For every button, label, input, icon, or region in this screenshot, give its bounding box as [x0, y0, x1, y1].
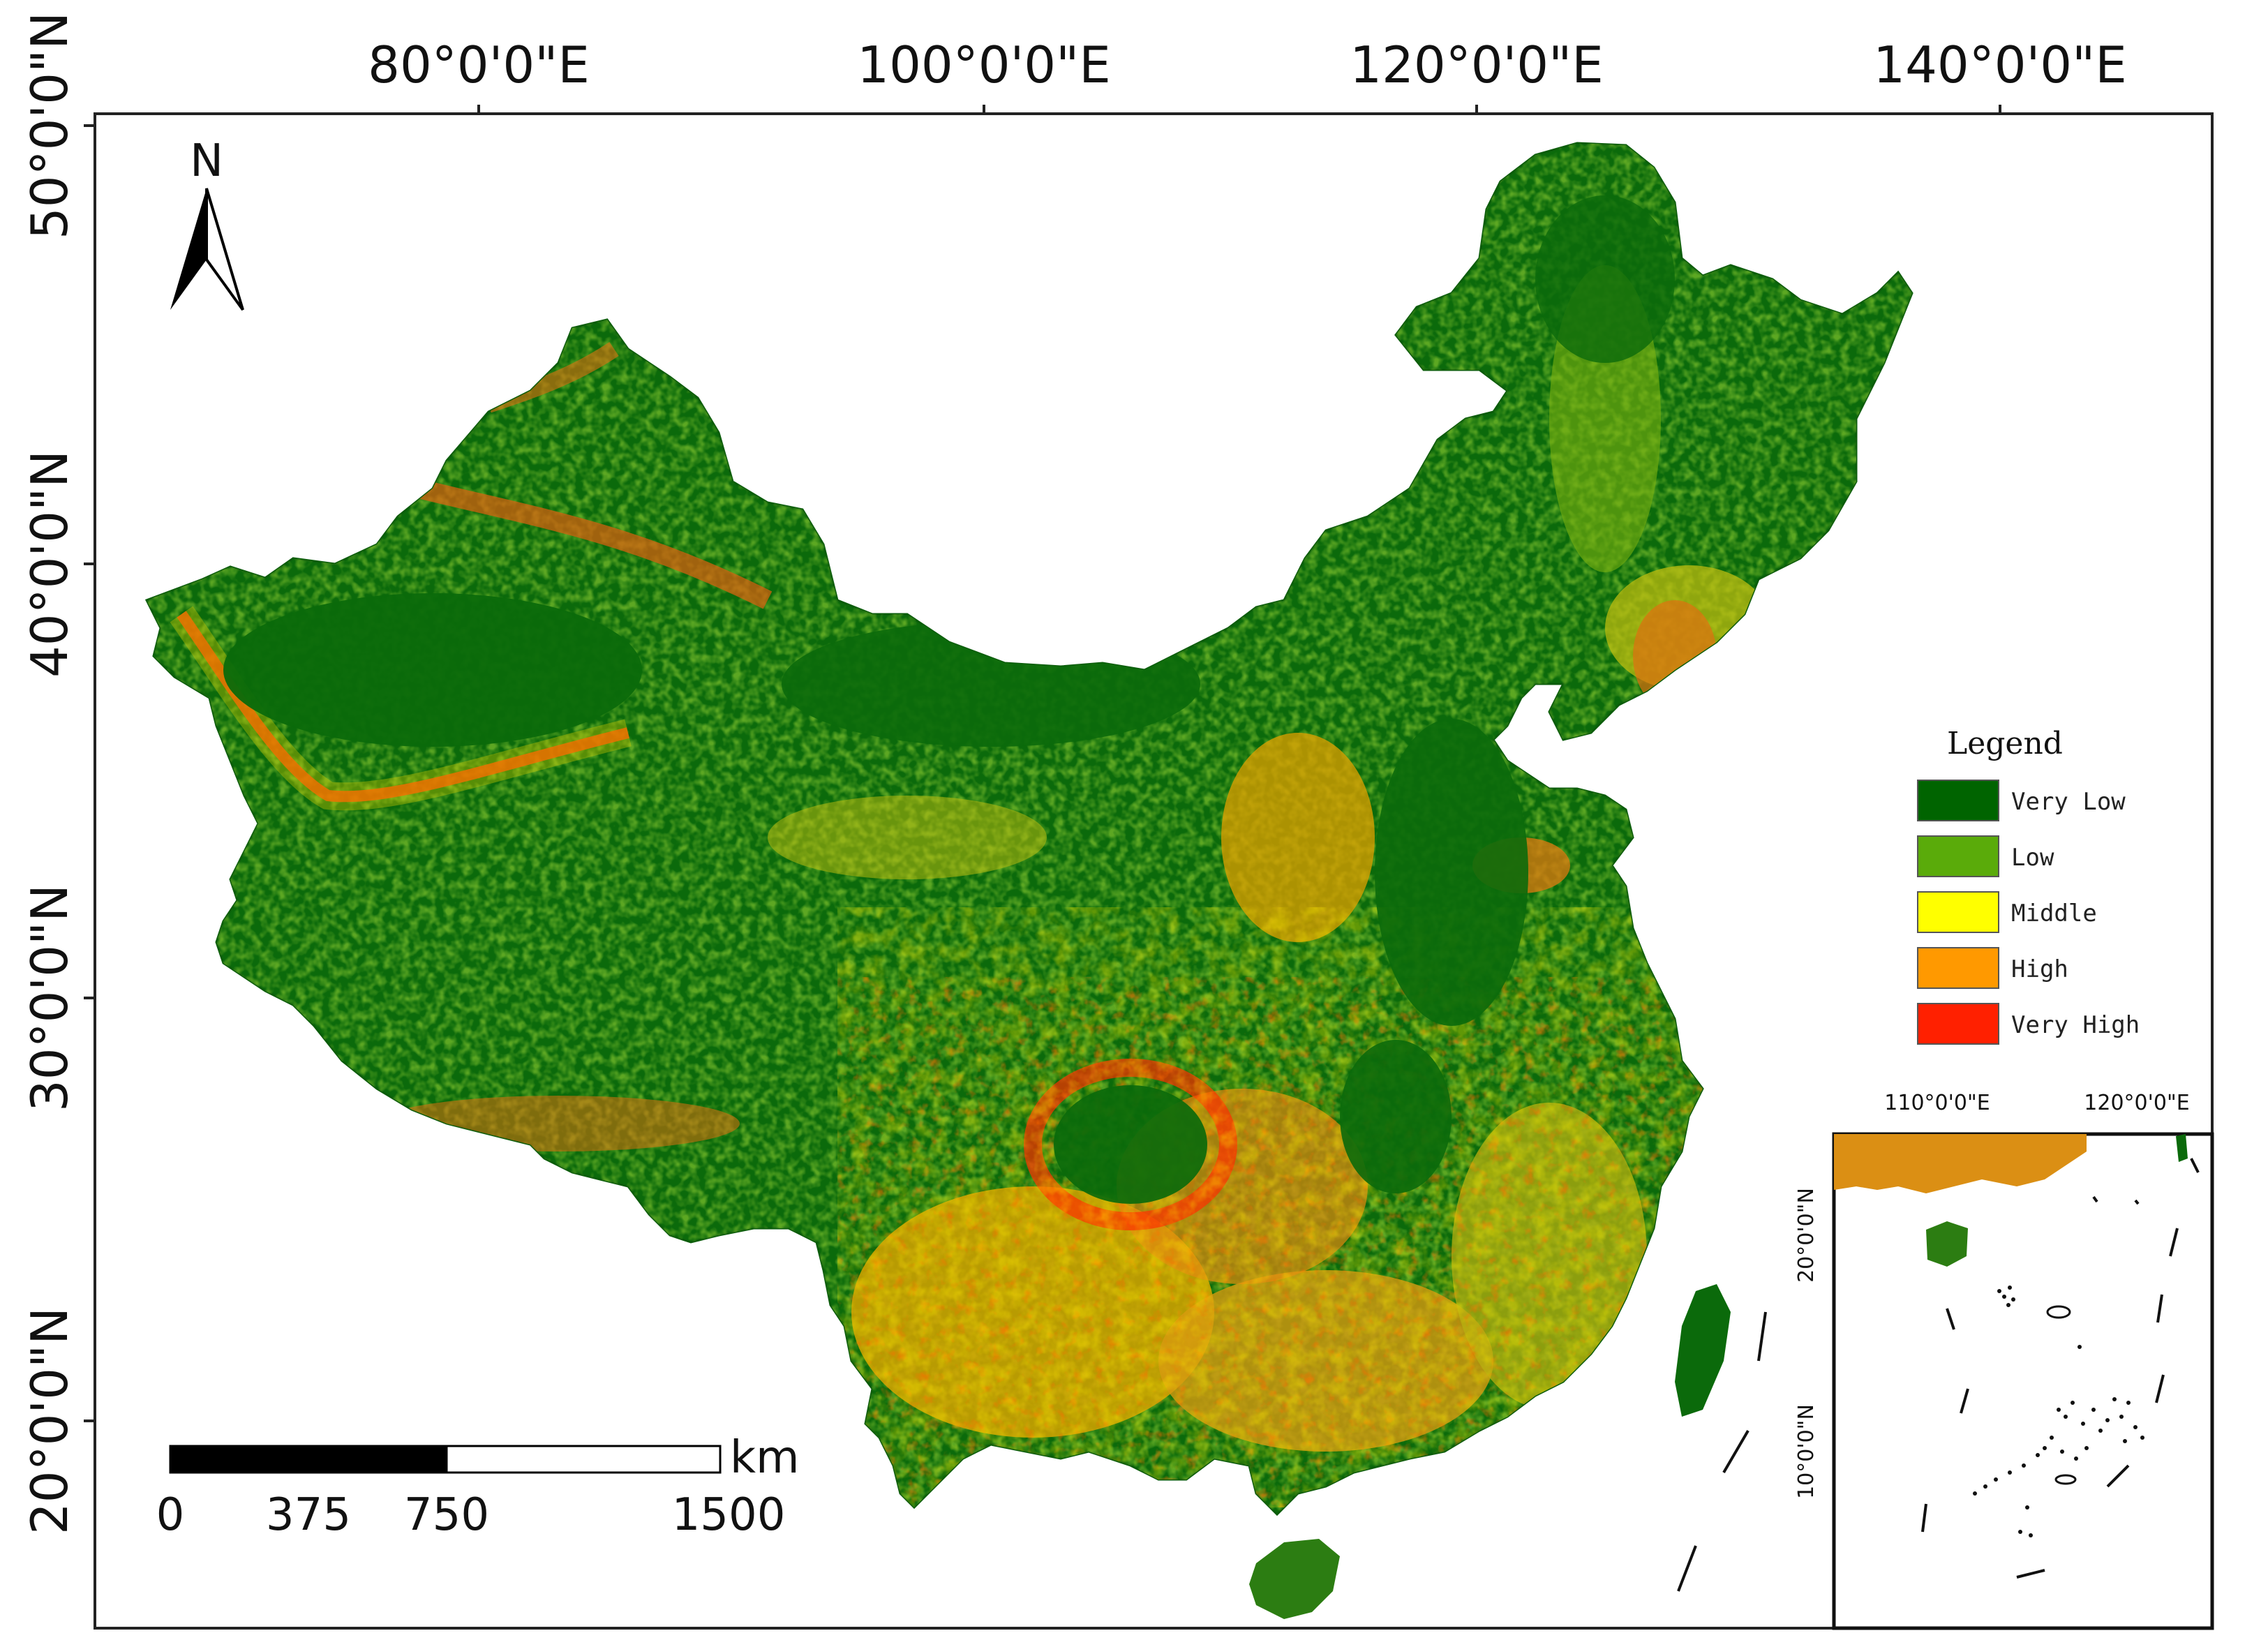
lat-label-40n: 40°0'0"N	[20, 450, 79, 678]
inset-lon-label-110e: 110°0'0"E	[1884, 1091, 1990, 1115]
legend-item-high: High	[1917, 947, 2068, 989]
north-arrow-left-half	[170, 188, 207, 310]
inset-lat-label-10n: 10°0'0"N	[1794, 1404, 1819, 1499]
graticule-ticks	[84, 105, 2001, 1422]
nine-dash-segments-main	[1677, 1311, 1767, 1592]
north-arrow: N	[170, 135, 244, 311]
hotspot-liaoning	[1633, 600, 1717, 712]
scale-tick-1500: 1500	[672, 1489, 786, 1541]
legend-title: Legend	[1947, 726, 2063, 761]
inset-lon-label-120e: 120°0'0"E	[2084, 1091, 2189, 1115]
legend-swatch-middle	[1917, 891, 1999, 933]
inset-mainland-coast	[1834, 1134, 2087, 1193]
north-arrow-right-half	[205, 188, 244, 311]
inset-lat-label-20n: 20°0'0"N	[1794, 1188, 1819, 1283]
map-frame	[94, 112, 2214, 1630]
legend-label-low: Low	[2011, 844, 2054, 872]
inset-map: 110°0'0"E 120°0'0"E 20°0'0"N 10°0'0"N	[1794, 1091, 2214, 1630]
hotspot-qinghai	[768, 796, 1047, 879]
scale-tick-750: 750	[404, 1489, 489, 1541]
taiwan-island	[1675, 1284, 1731, 1417]
north-arrow-label: N	[190, 135, 223, 187]
inset-taiwan	[2176, 1134, 2188, 1162]
inset-nine-dash-line	[1921, 1158, 2200, 1579]
legend: Legend Very Low Low Middle High Very Hig…	[1917, 726, 2140, 1045]
plain-north-china	[1375, 719, 1528, 1026]
lon-label-140e: 140°0'0"E	[1873, 36, 2126, 94]
legend-swatch-low	[1917, 835, 1999, 877]
inset-islands	[1973, 1285, 2144, 1537]
basin-sichuan	[1054, 1085, 1207, 1204]
scale-tick-375: 375	[266, 1489, 351, 1541]
legend-label-high: High	[2011, 955, 2068, 983]
lat-label-50n: 50°0'0"N	[20, 12, 79, 239]
lon-label-100e: 100°0'0"E	[857, 36, 1110, 94]
lon-label-80e: 80°0'0"E	[368, 36, 590, 94]
plain-northeast	[1535, 195, 1675, 363]
inset-hainan	[1926, 1221, 1968, 1267]
china-risk-raster	[144, 142, 1913, 1619]
legend-swatch-very-high	[1917, 1003, 1999, 1045]
lon-label-120e: 120°0'0"E	[1350, 36, 1603, 94]
legend-label-very-high: Very High	[2011, 1011, 2140, 1039]
legend-swatch-high	[1917, 947, 1999, 989]
legend-swatch-very-low	[1917, 780, 1999, 821]
legend-label-very-low: Very Low	[2011, 788, 2126, 816]
scale-bar: 0 375 750 1500 km	[156, 1432, 800, 1541]
lat-label-20n: 20°0'0"N	[20, 1307, 79, 1535]
inset-mainland-speckle	[1834, 1134, 2087, 1193]
legend-item-very-low: Very Low	[1917, 780, 2126, 821]
inset-frame	[1832, 1132, 2214, 1630]
scale-bar-white-segment	[445, 1445, 722, 1474]
lake-region-central	[1340, 1040, 1452, 1193]
legend-label-middle: Middle	[2011, 900, 2097, 927]
basin-tarim	[223, 593, 642, 747]
scale-unit: km	[730, 1432, 799, 1484]
hotspot-tibet-south	[377, 1096, 740, 1152]
basin-gobi	[782, 621, 1200, 747]
belt-tianshan	[416, 479, 773, 609]
hainan-island	[1249, 1539, 1340, 1619]
lat-label-30n: 30°0'0"N	[20, 884, 79, 1112]
legend-item-low: Low	[1917, 835, 2054, 877]
scale-tick-0: 0	[156, 1489, 185, 1541]
legend-item-middle: Middle	[1917, 891, 2097, 933]
hotspot-loess	[1221, 733, 1375, 942]
legend-item-very-high: Very High	[1917, 1003, 2140, 1045]
scale-bar-black-segment	[169, 1445, 448, 1474]
